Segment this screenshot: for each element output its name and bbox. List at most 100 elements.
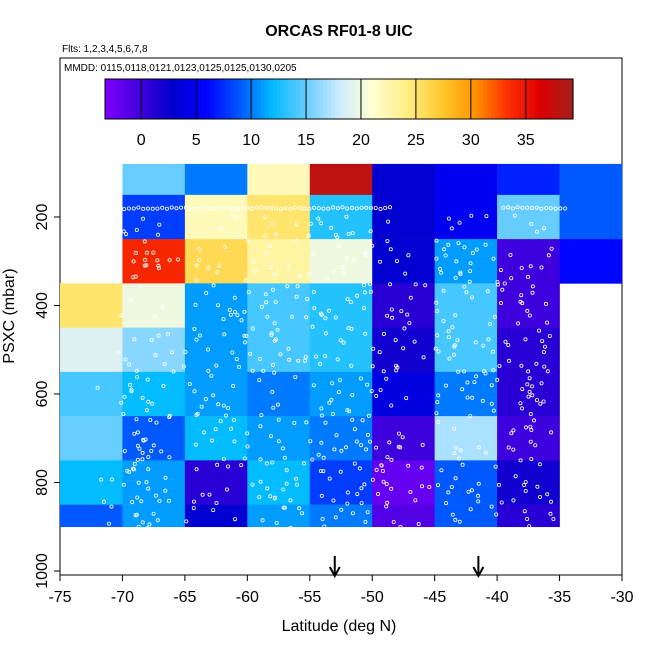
observation-point: [525, 553, 530, 558]
observation-point: [150, 401, 155, 406]
observation-point: [298, 532, 303, 537]
colorbar-segment: [545, 79, 551, 119]
observation-point: [389, 486, 394, 491]
observation-point: [132, 431, 137, 436]
observation-point: [341, 554, 346, 559]
observation-point: [349, 536, 354, 541]
observation-point: [245, 444, 250, 449]
observation-point: [179, 546, 184, 551]
observation-point: [319, 413, 324, 418]
observation-point: [135, 495, 140, 500]
observation-point: [529, 205, 534, 210]
observation-point: [136, 524, 141, 529]
observation-point: [297, 506, 302, 511]
observation-point: [274, 232, 279, 237]
colorbar-segment: [378, 79, 383, 119]
observation-point: [515, 205, 520, 210]
observation-point: [149, 338, 154, 343]
observation-point: [525, 382, 530, 387]
observation-point: [284, 468, 289, 473]
observation-point: [132, 553, 137, 558]
observation-point: [119, 400, 124, 405]
x-axis: -75 -70 -65 -60 -55 -50 -45 -40 -35 -30: [48, 575, 634, 606]
observation-point: [121, 482, 126, 487]
heatmap-cell: [184, 460, 248, 505]
observation-point: [224, 487, 229, 492]
colorbar-segment: [475, 79, 480, 119]
observation-point: [271, 362, 276, 367]
observation-point: [529, 427, 534, 432]
observation-point: [231, 383, 236, 388]
observation-point: [117, 206, 122, 211]
observation-point: [460, 387, 465, 392]
observation-point: [456, 241, 461, 246]
observation-point: [530, 535, 535, 540]
heatmap-cell: [122, 283, 186, 328]
observation-point: [153, 568, 158, 573]
observation-point: [191, 506, 196, 511]
observation-point: [346, 326, 351, 331]
observation-point: [510, 206, 515, 211]
colorbar-segment: [105, 79, 110, 119]
observation-point: [239, 463, 244, 468]
colorbar-segment: [276, 79, 282, 119]
observation-point: [541, 226, 546, 231]
colorbar-segment: [241, 79, 246, 119]
observation-point: [143, 257, 148, 262]
colorbar-segment: [534, 79, 539, 119]
observation-point: [158, 532, 163, 537]
observation-point: [452, 426, 457, 431]
heatmap-cell: [247, 163, 311, 196]
observation-point: [407, 321, 412, 326]
observation-point: [165, 332, 170, 337]
heatmap-cell: [309, 194, 373, 240]
observation-point: [132, 337, 137, 342]
heatmap-cell: [434, 194, 498, 240]
observation-point: [145, 206, 150, 211]
observation-point: [470, 544, 475, 549]
observation-point: [185, 548, 190, 553]
observation-point: [340, 265, 345, 270]
observation-point: [480, 398, 485, 403]
observation-point: [268, 434, 273, 439]
colorbar-segment: [225, 79, 231, 119]
observation-point: [131, 467, 136, 472]
colorbar-segment: [272, 79, 278, 119]
observation-point: [151, 561, 156, 566]
observation-point: [283, 206, 288, 211]
observation-point: [351, 258, 356, 263]
observation-point: [533, 443, 538, 448]
observation-point: [396, 568, 401, 573]
observation-point: [310, 457, 315, 462]
colorbar-segment: [261, 79, 266, 119]
observation-point: [287, 357, 292, 362]
observation-point: [365, 510, 370, 515]
observation-point: [264, 544, 269, 549]
observation-point: [320, 529, 325, 534]
observation-point: [455, 338, 460, 343]
observation-point: [282, 455, 287, 460]
observation-point: [332, 447, 337, 452]
colorbar-segment: [381, 79, 387, 119]
observation-point: [396, 431, 401, 436]
observation-point: [294, 238, 299, 243]
heatmap-cell: [434, 163, 498, 196]
observation-point: [215, 270, 220, 275]
observation-point: [240, 542, 245, 547]
observation-point: [453, 313, 458, 318]
colorbar-segment: [346, 79, 352, 119]
observation-point: [209, 373, 214, 378]
observation-point: [184, 519, 189, 524]
observation-point: [449, 484, 454, 489]
observation-point: [237, 234, 242, 239]
observation-point: [523, 480, 528, 485]
observation-point: [261, 566, 266, 571]
observation-point: [511, 498, 516, 503]
y-tick-label: 800: [34, 469, 51, 496]
observation-point: [171, 369, 176, 374]
colorbar-segment: [315, 79, 321, 119]
observation-point: [106, 521, 111, 526]
observation-point: [549, 430, 554, 435]
observation-point: [125, 468, 130, 473]
colorbar-segment: [136, 79, 141, 119]
